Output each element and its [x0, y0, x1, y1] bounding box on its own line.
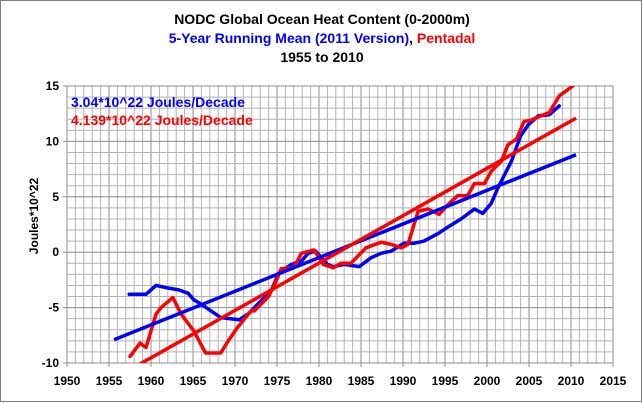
x-tick-label: 2005 [516, 374, 543, 388]
x-tick-label: 1995 [432, 374, 459, 388]
x-tick-label: 2015 [600, 374, 627, 388]
series-line [128, 86, 575, 359]
y-axis-label: Joules*10^22 [27, 177, 41, 254]
x-axis-ticks: 1950 1955 1960 1965 1970 1975 1980 1985 1990 1995… [54, 363, 627, 388]
trend-line [138, 116, 577, 363]
chart-title: NODC Global Ocean Heat Content (0-2000m)… [169, 11, 476, 65]
plot-lines [113, 86, 577, 363]
title-line: 5-Year Running Mean (2011 Version), Pent… [169, 30, 476, 46]
y-tick-label: 15 [46, 79, 60, 93]
x-tick-label: 1960 [138, 374, 165, 388]
x-tick-label: 1980 [306, 374, 333, 388]
title-part: 1955 to 2010 [280, 49, 363, 65]
x-tick-label: 1985 [348, 374, 375, 388]
trend-annotation: 3.04*10^22 Joules/Decade [71, 94, 245, 110]
x-tick-label: 1965 [180, 374, 207, 388]
trend-annotation: 4.139*10^22 Joules/Decade [71, 112, 253, 128]
title-line: 1955 to 2010 [280, 49, 363, 65]
x-tick-label: 2010 [558, 374, 585, 388]
title-part: Pentadal [417, 30, 475, 46]
y-tick-label: 5 [52, 190, 59, 204]
title-part: 5-Year Running Mean (2011 Version) [169, 30, 409, 46]
x-tick-label: 1990 [390, 374, 417, 388]
y-tick-label: -5 [48, 301, 59, 315]
x-tick-label: 2000 [474, 374, 501, 388]
title-part: NODC Global Ocean Heat Content (0-2000m) [174, 11, 470, 27]
y-tick-label: -10 [42, 356, 60, 370]
y-tick-label: 0 [52, 245, 59, 259]
title-line: NODC Global Ocean Heat Content (0-2000m) [174, 11, 470, 27]
title-part: , [409, 30, 417, 46]
y-axis-ticks: -10 -5 0 5 10 15 [42, 79, 67, 370]
x-tick-label: 1970 [222, 374, 249, 388]
x-tick-label: 1955 [96, 374, 123, 388]
y-tick-label: 10 [46, 134, 60, 148]
x-tick-label: 1975 [264, 374, 291, 388]
grid [66, 85, 614, 364]
annotations: 3.04*10^22 Joules/Decade 4.139*10^22 Joul… [71, 94, 253, 128]
x-tick-label: 1950 [54, 374, 81, 388]
